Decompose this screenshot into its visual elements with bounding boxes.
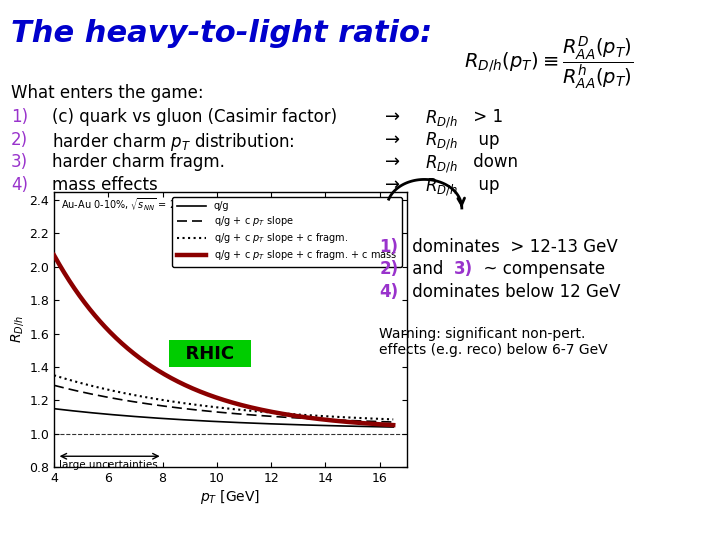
Legend: q/g, q/g + c $p_T$ slope, q/g + c $p_T$ slope + c fragm., q/g + c $p_T$ slope + : q/g, q/g + c $p_T$ slope, q/g + c $p_T$ … xyxy=(172,197,402,267)
Text: mass effects: mass effects xyxy=(52,176,158,194)
Text: $R_{D/h}$: $R_{D/h}$ xyxy=(425,176,458,198)
X-axis label: $p_T$ [GeV]: $p_T$ [GeV] xyxy=(200,488,261,506)
Text: $R_{D/h}$: $R_{D/h}$ xyxy=(425,108,458,130)
Text: up: up xyxy=(468,131,500,149)
Text: Au-Au 0-10%, $\sqrt{s_{NN}}$ = 200 GeV, $\hat{q}$ = 14 GeV$^2$/fm: Au-Au 0-10%, $\sqrt{s_{NN}}$ = 200 GeV, … xyxy=(61,196,296,213)
Text: up: up xyxy=(468,176,500,194)
Text: harder charm fragm.: harder charm fragm. xyxy=(52,153,225,171)
Text: →: → xyxy=(385,153,400,171)
Text: down: down xyxy=(468,153,518,171)
Text: 2): 2) xyxy=(379,260,399,278)
Text: The heavy-to-light ratio:: The heavy-to-light ratio: xyxy=(11,19,432,48)
Text: $R_{D/h}(p_T) \equiv \dfrac{R^D_{AA}(p_T)}{R^h_{AA}(p_T)}$: $R_{D/h}(p_T) \equiv \dfrac{R^D_{AA}(p_T… xyxy=(464,35,634,92)
Text: Warning: significant non-pert.
effects (e.g. reco) below 6-7 GeV: Warning: significant non-pert. effects (… xyxy=(379,327,608,357)
Text: (c) quark vs gluon (Casimir factor): (c) quark vs gluon (Casimir factor) xyxy=(52,108,337,126)
Text: →: → xyxy=(385,131,400,149)
Text: harder charm $p_T$ distribution:: harder charm $p_T$ distribution: xyxy=(52,131,294,153)
Text: Heavy Ion Physics at the LHC, Santa Fe, 23.10.2005: Heavy Ion Physics at the LHC, Santa Fe, … xyxy=(11,517,375,530)
Text: 3): 3) xyxy=(454,260,473,278)
Text: and: and xyxy=(407,260,449,278)
Text: > 1: > 1 xyxy=(468,108,503,126)
Text: 1): 1) xyxy=(379,238,398,255)
Text: $R_{D/h}$: $R_{D/h}$ xyxy=(425,131,458,152)
Text: 2): 2) xyxy=(11,131,28,149)
Text: 4): 4) xyxy=(11,176,28,194)
Text: RHIC: RHIC xyxy=(174,345,247,362)
Text: 3): 3) xyxy=(11,153,28,171)
Text: 1): 1) xyxy=(11,108,28,126)
Text: ~ compensate: ~ compensate xyxy=(473,260,606,278)
Text: Andrea Dainese: Andrea Dainese xyxy=(468,517,579,530)
Text: dominates  > 12-13 GeV: dominates > 12-13 GeV xyxy=(407,238,618,255)
Y-axis label: $R_{D/h}$: $R_{D/h}$ xyxy=(9,315,27,343)
Text: large uncertainties: large uncertainties xyxy=(60,460,158,470)
Text: What enters the game:: What enters the game: xyxy=(11,84,204,102)
Text: $R_{D/h}$: $R_{D/h}$ xyxy=(425,153,458,175)
Text: 4): 4) xyxy=(379,283,399,301)
Text: dominates below 12 GeV: dominates below 12 GeV xyxy=(407,283,621,301)
Text: →: → xyxy=(385,176,400,194)
Text: →: → xyxy=(385,108,400,126)
